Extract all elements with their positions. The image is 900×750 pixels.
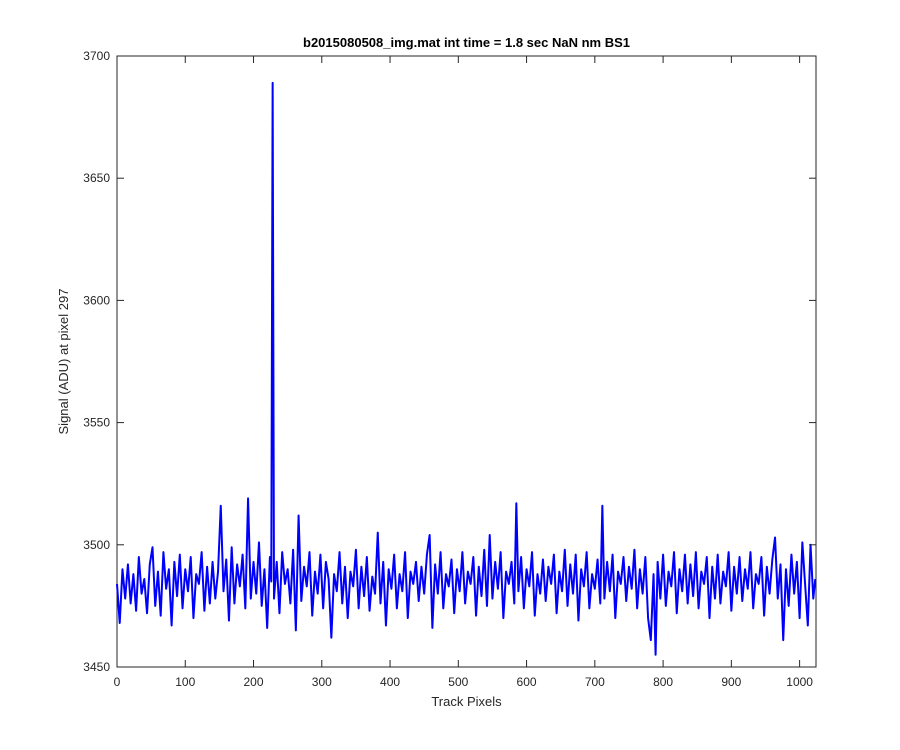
x-axis: 0 100 200 300 400 500 600 700 800 900 1000 xyxy=(114,56,813,689)
x-tick-label: 800 xyxy=(653,675,673,689)
x-tick-label: 700 xyxy=(585,675,605,689)
y-axis-label: Signal (ADU) at pixel 297 xyxy=(56,289,71,435)
y-tick-label: 3550 xyxy=(83,416,110,430)
chart-title: b2015080508_img.mat int time = 1.8 sec N… xyxy=(303,35,630,50)
y-tick-label: 3600 xyxy=(83,293,110,307)
x-tick-label: 300 xyxy=(312,675,332,689)
x-tick-label: 400 xyxy=(380,675,400,689)
y-tick-label: 3500 xyxy=(83,538,110,552)
x-tick-label: 600 xyxy=(517,675,537,689)
x-tick-label: 900 xyxy=(721,675,741,689)
y-tick-label: 3650 xyxy=(83,171,110,185)
x-tick-label: 100 xyxy=(175,675,195,689)
plot-area xyxy=(116,55,817,668)
x-tick-label: 500 xyxy=(448,675,468,689)
y-axis: 3450 3500 3550 3600 3650 3700 xyxy=(83,49,816,674)
x-tick-label: 200 xyxy=(244,675,264,689)
x-tick-label: 0 xyxy=(114,675,121,689)
y-tick-label: 3700 xyxy=(83,49,110,63)
y-tick-label: 3450 xyxy=(83,660,110,674)
series-line xyxy=(116,81,817,656)
x-tick-label: 1000 xyxy=(786,675,813,689)
x-axis-label: Track Pixels xyxy=(431,694,502,709)
